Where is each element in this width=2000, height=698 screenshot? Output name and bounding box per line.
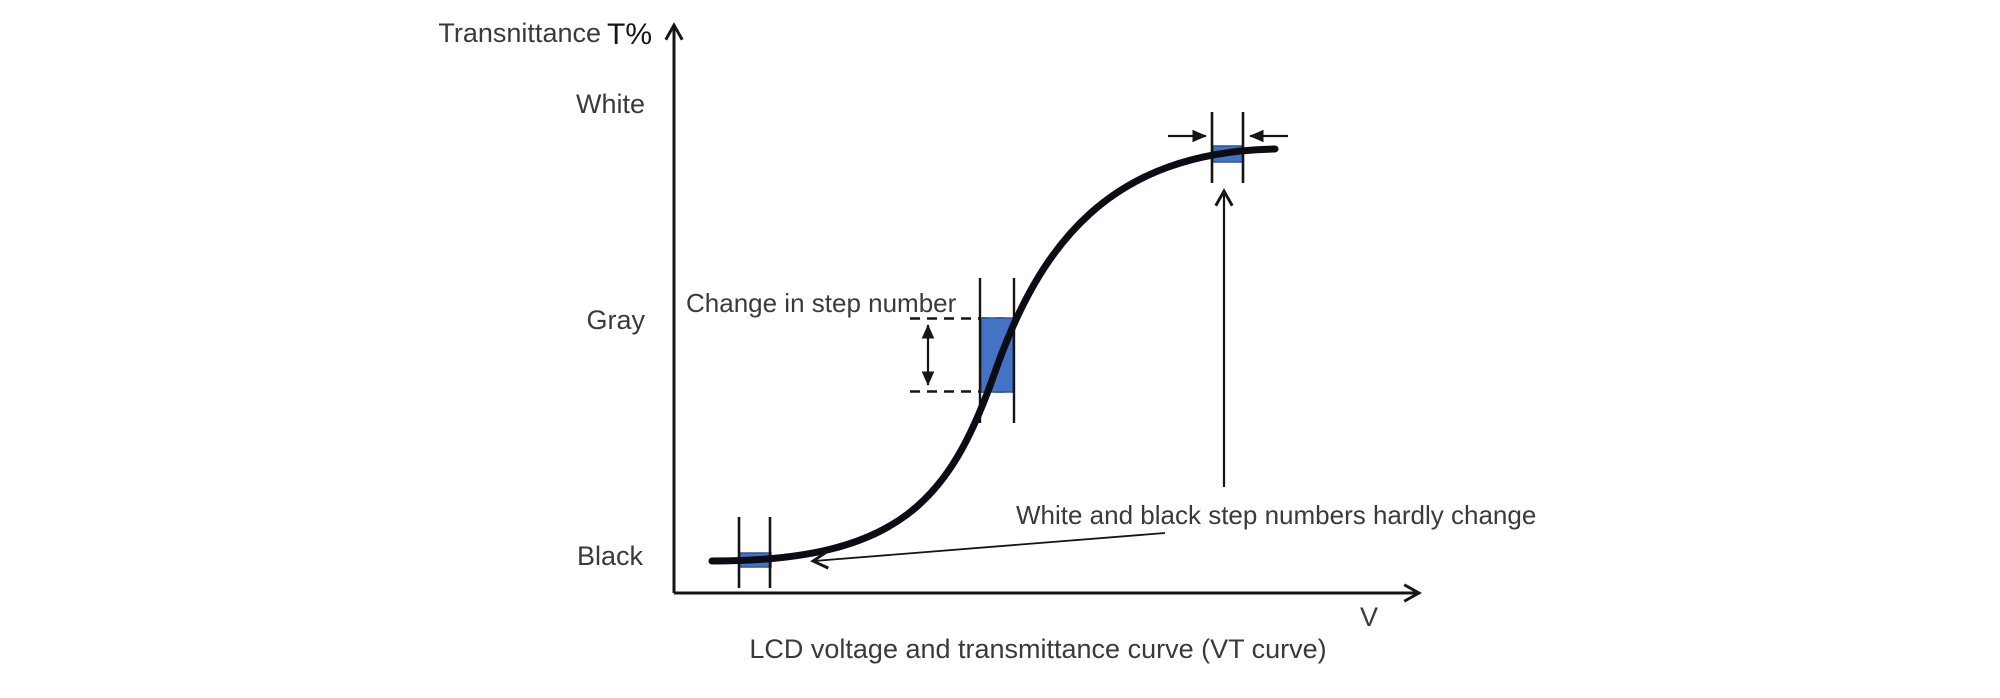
annotation-white-black: White and black step numbers hardly chan… <box>1016 500 1536 530</box>
vt-curve <box>708 145 1279 565</box>
y-tick-label-white: White <box>576 89 645 119</box>
black-level-pointer-line <box>810 532 1166 570</box>
y-tick-label-gray: Gray <box>586 305 645 335</box>
y-tick-label-black: Black <box>577 541 644 571</box>
y-axis-title: Transnittance <box>438 18 601 48</box>
annotation-gray-change: Change in step number <box>686 288 957 318</box>
figure-caption: LCD voltage and transmittance curve (VT … <box>749 634 1326 664</box>
x-axis-label: V <box>1360 602 1378 632</box>
y-axis-title-symbol: T% <box>607 18 652 51</box>
